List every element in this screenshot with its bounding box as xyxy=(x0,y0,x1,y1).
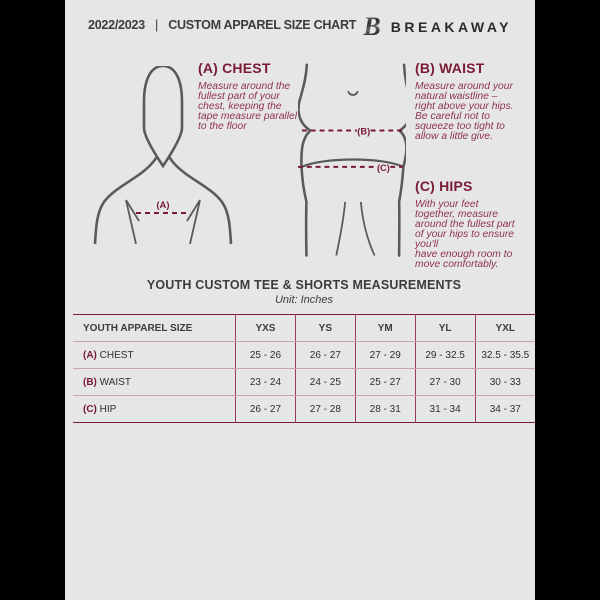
svg-text:(C): (C) xyxy=(377,163,390,173)
svg-text:(A): (A) xyxy=(156,200,169,211)
svg-text:(B): (B) xyxy=(357,126,370,136)
